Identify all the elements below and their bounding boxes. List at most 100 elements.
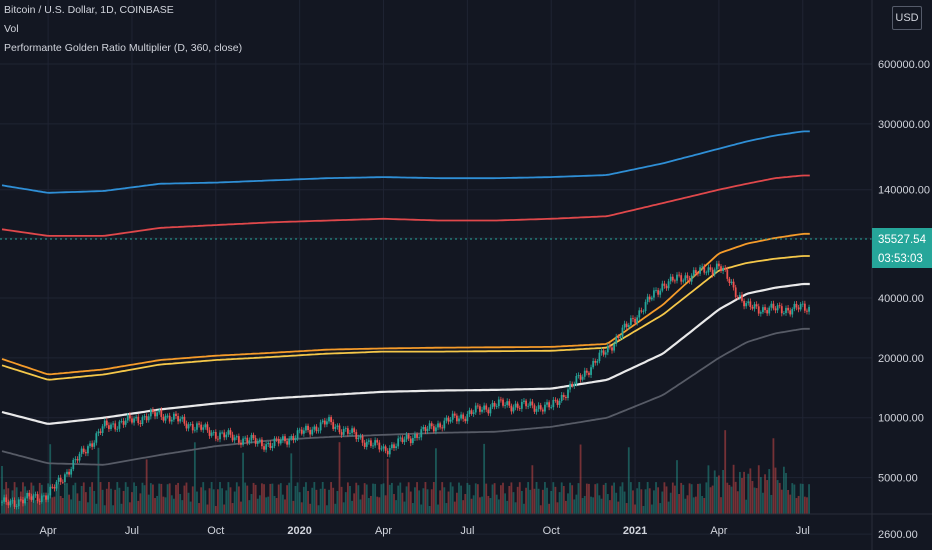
volume-bar xyxy=(19,491,22,514)
volume-bar xyxy=(166,484,169,514)
volume-bar xyxy=(485,483,488,514)
candle-body xyxy=(671,276,674,281)
volume-bar xyxy=(240,501,242,514)
candle-body xyxy=(504,404,506,406)
volume-bar xyxy=(160,483,163,514)
candle-body xyxy=(233,437,236,441)
volume-bar xyxy=(787,489,789,514)
candle-body xyxy=(185,423,188,429)
volume-bar xyxy=(646,482,649,514)
volume-bar xyxy=(353,493,356,514)
x-tick-label: Oct xyxy=(207,525,224,537)
candle-body xyxy=(537,405,540,409)
candle-body xyxy=(1,501,3,503)
candle-body xyxy=(118,421,121,429)
volume-bar xyxy=(198,503,200,514)
volume-bar xyxy=(36,493,39,514)
candle-body xyxy=(646,296,649,302)
candle-body xyxy=(673,280,676,282)
volume-bar xyxy=(101,489,104,514)
candle-body xyxy=(692,270,695,276)
candle-body xyxy=(615,336,618,344)
y-tick-label: 10000.00 xyxy=(878,413,924,425)
price-badge-box xyxy=(872,228,932,268)
volume-bar xyxy=(365,484,368,514)
volume-bar xyxy=(424,482,427,514)
candle-body xyxy=(269,442,272,449)
candle-body xyxy=(803,303,806,311)
indicator-legend[interactable]: Performante Golden Ratio Multiplier (D, … xyxy=(4,42,243,54)
volume-bar xyxy=(648,488,651,514)
volume-bar xyxy=(367,498,370,514)
candle-body xyxy=(19,499,22,501)
volume-bar xyxy=(286,485,288,514)
candle-body xyxy=(263,446,265,450)
volume-bar xyxy=(680,482,683,514)
candle-body xyxy=(273,438,276,446)
volume-bar xyxy=(770,494,773,514)
candle-body xyxy=(581,376,584,380)
volume-bar xyxy=(229,487,232,514)
candle-body xyxy=(244,437,247,439)
volume-bar xyxy=(718,475,720,514)
volume-bar xyxy=(627,447,630,514)
candle-body xyxy=(28,492,31,497)
volume-bar xyxy=(313,482,316,514)
volume-bar xyxy=(359,499,362,514)
volume-bar xyxy=(321,482,324,514)
candle-body xyxy=(290,436,293,439)
candle-body xyxy=(443,420,446,429)
currency-button[interactable]: USD xyxy=(892,6,922,30)
candle-body xyxy=(472,412,475,414)
candle-body xyxy=(411,438,414,444)
price-scale[interactable]: 600000.00300000.00140000.0080000.0040000… xyxy=(878,59,930,541)
candle-body xyxy=(70,469,73,475)
candle-body xyxy=(529,401,532,406)
chart-title: Bitcoin / U.S. Dollar, 1D, COINBASE xyxy=(4,4,174,16)
candle-body xyxy=(609,346,611,348)
candle-body xyxy=(338,425,341,433)
volume-bar xyxy=(307,490,309,514)
candle-body xyxy=(600,350,603,353)
y-tick-label: 2600.00 xyxy=(878,529,918,541)
candle-body xyxy=(772,303,775,309)
volume-bar xyxy=(497,499,500,514)
volume-bar xyxy=(562,485,565,514)
volume-bar xyxy=(120,503,123,514)
volume-bar xyxy=(552,482,555,514)
candle-body xyxy=(240,442,242,445)
volume-bar xyxy=(179,494,182,514)
volume-bar xyxy=(430,489,433,514)
volume-bar xyxy=(15,487,18,514)
candle-body xyxy=(535,408,538,412)
candle-body xyxy=(629,318,632,325)
volume-bar xyxy=(644,489,647,514)
time-scale[interactable]: Apr Jul Oct 2020 Apr Jul Oct 2021 Apr Jul xyxy=(40,525,810,537)
volume-bar xyxy=(403,501,406,514)
candle-body xyxy=(189,424,192,425)
candle-body xyxy=(397,438,400,447)
candle-body xyxy=(730,281,733,284)
volume-bar xyxy=(74,482,77,514)
candle-body xyxy=(577,375,580,377)
volume-bar xyxy=(537,488,540,514)
candle-body xyxy=(378,442,381,450)
candle-body xyxy=(296,430,299,439)
band-line xyxy=(1,232,810,376)
candle-body xyxy=(13,500,16,507)
candle-body xyxy=(424,427,427,432)
volume-bar xyxy=(751,481,754,514)
volume-bar xyxy=(346,482,349,514)
candle-body xyxy=(124,420,127,425)
candle-body xyxy=(91,443,94,447)
volume-bar xyxy=(529,489,532,514)
volume-bar xyxy=(755,488,758,514)
volume-bar xyxy=(556,502,559,514)
candle-body xyxy=(61,481,64,483)
volume-bar xyxy=(567,493,569,514)
candle-body xyxy=(17,499,20,507)
candle-body xyxy=(344,428,347,430)
candle-body xyxy=(531,401,534,406)
